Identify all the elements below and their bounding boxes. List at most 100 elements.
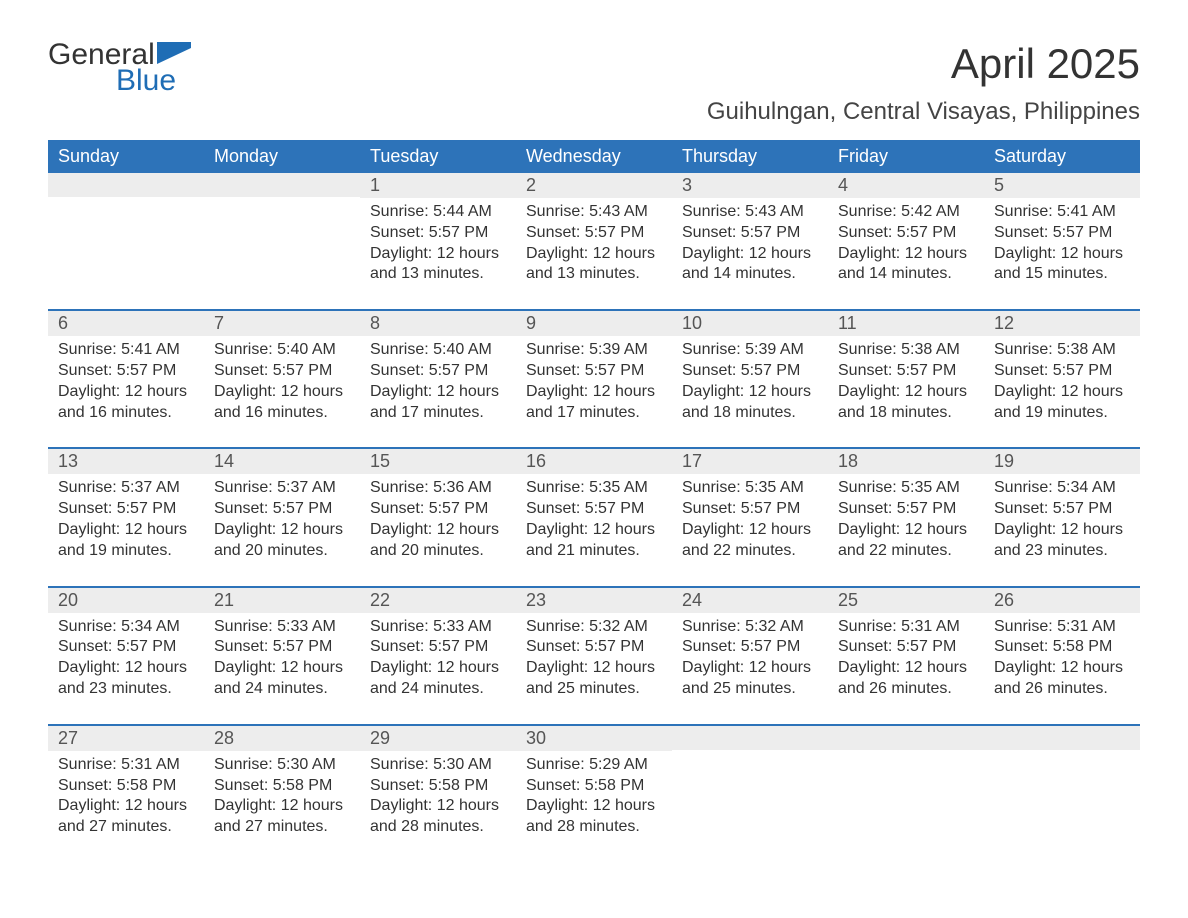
day-sunset: Sunset: 5:58 PM xyxy=(58,776,194,797)
day-daylight2: and 20 minutes. xyxy=(214,541,350,562)
day-number: 16 xyxy=(516,449,672,474)
day-daylight2: and 19 minutes. xyxy=(994,403,1130,424)
day-sunrise: Sunrise: 5:38 AM xyxy=(838,340,974,361)
weekday-header: Saturday xyxy=(984,140,1140,173)
day-daylight1: Daylight: 12 hours xyxy=(214,520,350,541)
day-daylight2: and 24 minutes. xyxy=(370,679,506,700)
calendar-week-row: 13Sunrise: 5:37 AMSunset: 5:57 PMDayligh… xyxy=(48,448,1140,586)
day-number: 11 xyxy=(828,311,984,336)
weekday-header: Thursday xyxy=(672,140,828,173)
day-sunrise: Sunrise: 5:35 AM xyxy=(526,478,662,499)
calendar-cell: 26Sunrise: 5:31 AMSunset: 5:58 PMDayligh… xyxy=(984,587,1140,725)
day-daylight2: and 21 minutes. xyxy=(526,541,662,562)
day-daylight2: and 17 minutes. xyxy=(526,403,662,424)
day-daylight1: Daylight: 12 hours xyxy=(838,658,974,679)
day-sunrise: Sunrise: 5:40 AM xyxy=(370,340,506,361)
day-number: 3 xyxy=(672,173,828,198)
day-data: Sunrise: 5:35 AMSunset: 5:57 PMDaylight:… xyxy=(828,474,984,561)
day-daylight2: and 28 minutes. xyxy=(370,817,506,838)
day-sunset: Sunset: 5:57 PM xyxy=(994,223,1130,244)
day-daylight1: Daylight: 12 hours xyxy=(526,382,662,403)
day-data: Sunrise: 5:41 AMSunset: 5:57 PMDaylight:… xyxy=(984,198,1140,285)
calendar-table: SundayMondayTuesdayWednesdayThursdayFrid… xyxy=(48,140,1140,862)
day-sunset: Sunset: 5:57 PM xyxy=(214,637,350,658)
day-data: Sunrise: 5:33 AMSunset: 5:57 PMDaylight:… xyxy=(360,613,516,700)
day-number: 30 xyxy=(516,726,672,751)
day-sunset: Sunset: 5:57 PM xyxy=(994,499,1130,520)
day-daylight2: and 27 minutes. xyxy=(58,817,194,838)
day-daylight1: Daylight: 12 hours xyxy=(994,520,1130,541)
calendar-cell: 23Sunrise: 5:32 AMSunset: 5:57 PMDayligh… xyxy=(516,587,672,725)
logo-flag-icon xyxy=(157,42,191,64)
weekday-header: Tuesday xyxy=(360,140,516,173)
day-number xyxy=(828,726,984,750)
day-sunset: Sunset: 5:57 PM xyxy=(682,499,818,520)
day-daylight2: and 14 minutes. xyxy=(682,264,818,285)
day-daylight1: Daylight: 12 hours xyxy=(526,244,662,265)
day-sunrise: Sunrise: 5:33 AM xyxy=(214,617,350,638)
calendar-cell: 16Sunrise: 5:35 AMSunset: 5:57 PMDayligh… xyxy=(516,448,672,586)
weekday-header-row: SundayMondayTuesdayWednesdayThursdayFrid… xyxy=(48,140,1140,173)
day-daylight2: and 20 minutes. xyxy=(370,541,506,562)
day-daylight2: and 15 minutes. xyxy=(994,264,1130,285)
day-sunset: Sunset: 5:57 PM xyxy=(58,637,194,658)
day-sunset: Sunset: 5:57 PM xyxy=(370,361,506,382)
weekday-header: Friday xyxy=(828,140,984,173)
day-sunrise: Sunrise: 5:41 AM xyxy=(58,340,194,361)
day-number: 29 xyxy=(360,726,516,751)
day-daylight2: and 24 minutes. xyxy=(214,679,350,700)
day-number: 22 xyxy=(360,588,516,613)
day-daylight2: and 19 minutes. xyxy=(58,541,194,562)
day-daylight2: and 22 minutes. xyxy=(838,541,974,562)
calendar-cell xyxy=(828,725,984,862)
day-daylight2: and 23 minutes. xyxy=(994,541,1130,562)
day-sunrise: Sunrise: 5:33 AM xyxy=(370,617,506,638)
calendar-cell: 8Sunrise: 5:40 AMSunset: 5:57 PMDaylight… xyxy=(360,310,516,448)
day-sunset: Sunset: 5:57 PM xyxy=(526,499,662,520)
day-sunset: Sunset: 5:57 PM xyxy=(214,361,350,382)
day-sunset: Sunset: 5:57 PM xyxy=(526,637,662,658)
day-data: Sunrise: 5:31 AMSunset: 5:57 PMDaylight:… xyxy=(828,613,984,700)
day-sunset: Sunset: 5:57 PM xyxy=(838,499,974,520)
calendar-week-row: 20Sunrise: 5:34 AMSunset: 5:57 PMDayligh… xyxy=(48,587,1140,725)
day-data: Sunrise: 5:35 AMSunset: 5:57 PMDaylight:… xyxy=(516,474,672,561)
day-data: Sunrise: 5:39 AMSunset: 5:57 PMDaylight:… xyxy=(672,336,828,423)
day-data: Sunrise: 5:41 AMSunset: 5:57 PMDaylight:… xyxy=(48,336,204,423)
day-daylight1: Daylight: 12 hours xyxy=(370,520,506,541)
calendar-cell xyxy=(48,173,204,310)
day-daylight1: Daylight: 12 hours xyxy=(994,382,1130,403)
calendar-cell: 21Sunrise: 5:33 AMSunset: 5:57 PMDayligh… xyxy=(204,587,360,725)
day-sunset: Sunset: 5:58 PM xyxy=(994,637,1130,658)
day-data: Sunrise: 5:37 AMSunset: 5:57 PMDaylight:… xyxy=(48,474,204,561)
day-data: Sunrise: 5:31 AMSunset: 5:58 PMDaylight:… xyxy=(984,613,1140,700)
day-number: 25 xyxy=(828,588,984,613)
day-data: Sunrise: 5:42 AMSunset: 5:57 PMDaylight:… xyxy=(828,198,984,285)
day-data: Sunrise: 5:36 AMSunset: 5:57 PMDaylight:… xyxy=(360,474,516,561)
day-daylight1: Daylight: 12 hours xyxy=(214,382,350,403)
day-data: Sunrise: 5:37 AMSunset: 5:57 PMDaylight:… xyxy=(204,474,360,561)
day-sunset: Sunset: 5:57 PM xyxy=(370,499,506,520)
day-data: Sunrise: 5:29 AMSunset: 5:58 PMDaylight:… xyxy=(516,751,672,838)
day-sunset: Sunset: 5:58 PM xyxy=(214,776,350,797)
day-number: 4 xyxy=(828,173,984,198)
day-number: 21 xyxy=(204,588,360,613)
logo: General Blue xyxy=(48,40,191,96)
day-data: Sunrise: 5:35 AMSunset: 5:57 PMDaylight:… xyxy=(672,474,828,561)
day-number: 28 xyxy=(204,726,360,751)
title-block: April 2025 Guihulngan, Central Visayas, … xyxy=(707,40,1140,126)
day-sunrise: Sunrise: 5:34 AM xyxy=(58,617,194,638)
day-daylight1: Daylight: 12 hours xyxy=(994,658,1130,679)
day-daylight2: and 16 minutes. xyxy=(214,403,350,424)
day-daylight2: and 26 minutes. xyxy=(838,679,974,700)
day-sunset: Sunset: 5:58 PM xyxy=(370,776,506,797)
day-number: 20 xyxy=(48,588,204,613)
day-daylight2: and 25 minutes. xyxy=(682,679,818,700)
day-daylight1: Daylight: 12 hours xyxy=(682,382,818,403)
day-number: 10 xyxy=(672,311,828,336)
day-daylight2: and 26 minutes. xyxy=(994,679,1130,700)
page-title: April 2025 xyxy=(707,40,1140,88)
day-sunrise: Sunrise: 5:35 AM xyxy=(838,478,974,499)
calendar-cell: 7Sunrise: 5:40 AMSunset: 5:57 PMDaylight… xyxy=(204,310,360,448)
day-data: Sunrise: 5:39 AMSunset: 5:57 PMDaylight:… xyxy=(516,336,672,423)
calendar-cell: 20Sunrise: 5:34 AMSunset: 5:57 PMDayligh… xyxy=(48,587,204,725)
